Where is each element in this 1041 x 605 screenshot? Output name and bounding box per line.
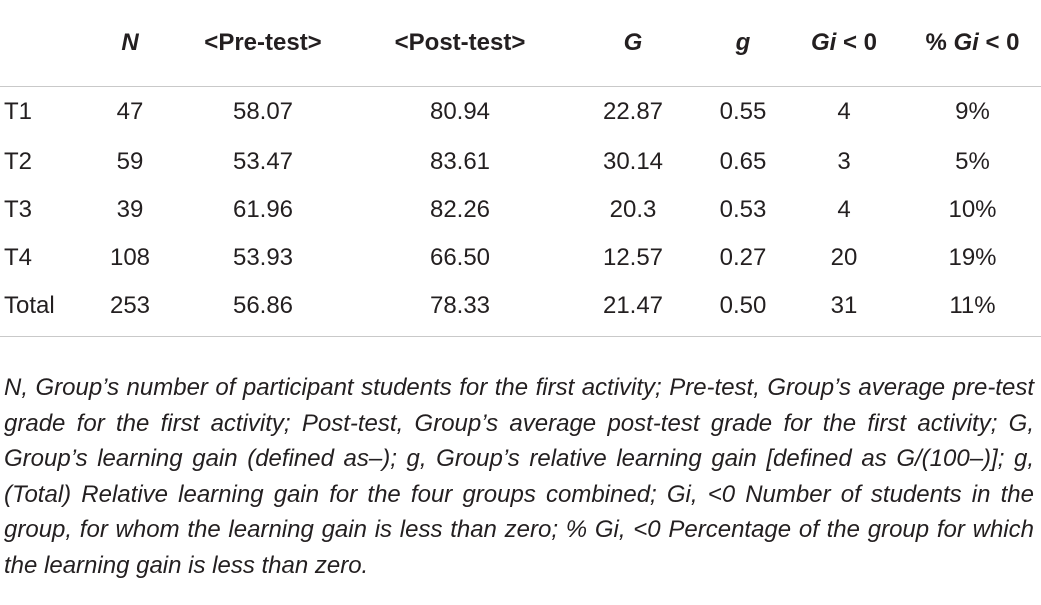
cell-n: 59	[116, 148, 144, 175]
cell-gi: 20	[830, 244, 858, 271]
cell-pre-test: 56.86	[232, 292, 294, 319]
cell-gi: 4	[837, 196, 851, 223]
table-bottom-rule	[0, 336, 1041, 337]
cell-post-test: 83.61	[429, 148, 491, 175]
cell-G: 20.3	[609, 196, 657, 223]
cell-post-test: 78.33	[429, 292, 491, 319]
table-row: T1 47 58.07 80.94 22.87 0.55 4 9%	[0, 86, 1041, 138]
cell-post-test: 80.94	[429, 98, 491, 126]
cell-g: 0.27	[719, 244, 767, 271]
cell-pre-test: 61.96	[232, 196, 294, 223]
table-row: T3 39 61.96 82.26 20.3 0.53 4 10%	[0, 186, 1041, 234]
row-label: T4	[4, 244, 33, 271]
cell-G: 30.14	[602, 148, 664, 175]
cell-gi: 31	[830, 292, 858, 319]
header-post-test: <Post-test>	[394, 28, 526, 56]
header-row: N <Pre-test> <Post-test> G g Gi < 0 % Gi…	[0, 0, 1041, 86]
header-pre-test: <Pre-test>	[204, 28, 322, 56]
header-gi-rest: < 0	[836, 28, 878, 56]
header-pct-var: Gi	[953, 28, 979, 56]
cell-G: 22.87	[602, 98, 664, 126]
cell-n: 253	[109, 292, 151, 319]
cell-post-test: 66.50	[429, 244, 491, 271]
results-table: N <Pre-test> <Post-test> G g Gi < 0 % Gi…	[0, 0, 1041, 330]
cell-post-test: 82.26	[429, 196, 491, 223]
cell-G: 12.57	[602, 244, 664, 271]
cell-pre-test: 53.47	[232, 148, 294, 175]
cell-pct: 10%	[948, 196, 997, 223]
cell-gi: 3	[837, 148, 851, 175]
row-label: Total	[4, 292, 55, 319]
header-pct-prefix: %	[925, 28, 954, 56]
cell-pct: 5%	[955, 148, 990, 175]
cell-pre-test: 58.07	[232, 98, 294, 126]
cell-pct: 9%	[955, 98, 990, 126]
header-G: G	[623, 28, 643, 56]
table-row: Total 253 56.86 78.33 21.47 0.50 31 11%	[0, 282, 1041, 330]
cell-pre-test: 53.93	[232, 244, 294, 271]
cell-gi: 4	[837, 98, 851, 126]
row-label: T3	[4, 196, 33, 223]
cell-g: 0.65	[719, 148, 767, 175]
header-pct-rest: < 0	[978, 28, 1020, 56]
table-row: T2 59 53.47 83.61 30.14 0.65 3 5%	[0, 138, 1041, 186]
header-g: g	[735, 28, 751, 56]
cell-pct: 19%	[948, 244, 997, 271]
cell-n: 47	[116, 98, 144, 126]
cell-n: 108	[109, 244, 151, 271]
header-label	[0, 0, 90, 86]
header-gi-less-zero: Gi < 0	[784, 0, 904, 86]
cell-G: 21.47	[602, 292, 664, 319]
header-n: N	[121, 28, 139, 56]
header-gi-var: Gi	[810, 28, 837, 56]
table-row: T4 108 53.93 66.50 12.57 0.27 20 19%	[0, 234, 1041, 282]
cell-pct: 11%	[949, 292, 996, 319]
cell-g: 0.53	[719, 196, 767, 223]
cell-g: 0.50	[719, 292, 767, 319]
table-footnote: N, Group’s number of participant student…	[4, 374, 1034, 579]
header-pct-gi-less-zero: % Gi < 0	[904, 0, 1041, 86]
cell-n: 39	[116, 196, 144, 223]
row-label: T2	[4, 148, 33, 175]
row-label: T1	[4, 98, 33, 126]
cell-g: 0.55	[719, 98, 767, 126]
